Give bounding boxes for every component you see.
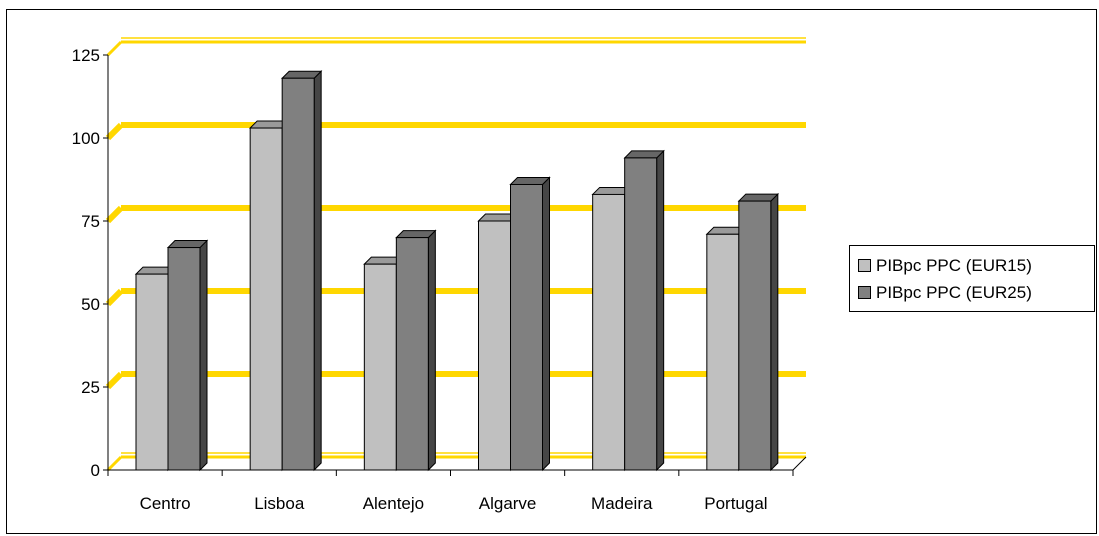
legend-label-eur15: PIBpc PPC (EUR15) [876,255,1032,275]
bar-top [166,240,209,249]
gridline-slant [106,455,123,472]
y-tick-label: 0 [91,461,100,480]
y-tick-label: 100 [72,129,100,148]
bar-top [623,150,665,159]
bar-front [624,157,658,471]
legend-item-eur25: PIBpc PPC (EUR25) [858,279,1088,306]
bar-front [395,237,429,471]
bar-portugal-eur25 [737,192,780,472]
bar-front [281,77,315,471]
bar-algarve-eur25 [509,176,551,472]
bar-front [706,233,740,471]
bar-top [395,230,437,239]
gridline-slant [105,288,124,307]
bar-side [199,239,208,472]
y-tick-label: 50 [81,295,100,314]
floor-edge [792,456,807,471]
bar-top [509,176,551,185]
bar-top [737,193,780,202]
bar-front [738,200,772,471]
x-tick-label: Portugal [704,494,767,513]
bar-side [313,70,322,472]
bar-front [592,193,626,471]
y-tick-label: 125 [72,46,100,65]
x-tick-label: Madeira [591,494,653,513]
bar-side [427,229,436,472]
legend-swatch-eur15 [858,259,871,272]
legend-item-eur15: PIBpc PPC (EUR15) [858,252,1088,279]
bar-front [249,127,283,471]
bar-top [280,70,323,79]
bar-front [363,263,397,471]
gridline-slant [105,205,124,224]
bar-front [510,183,543,471]
bar-madeira-eur25 [623,149,665,472]
bar-lisboa-eur25 [280,70,323,472]
gridline-slant [105,371,124,390]
y-tick-label: 75 [81,212,100,231]
x-tick-label: Lisboa [254,494,305,513]
bar-side [770,192,779,472]
x-tick-label: Alentejo [363,494,424,513]
bar-front [167,247,201,471]
bar-side [656,149,665,472]
gridline-slant [105,122,124,141]
y-tick-label: 25 [81,378,100,397]
bar-front [135,273,169,471]
x-tick-label: Algarve [479,494,537,513]
legend-swatch-eur25 [858,286,871,299]
legend: PIBpc PPC (EUR15) PIBpc PPC (EUR25) [849,245,1095,312]
chart-frame [6,9,1097,534]
bar-front [478,220,511,471]
bar-centro-eur25 [166,239,209,472]
x-tick-label: Centro [140,494,191,513]
bar-side [542,176,550,472]
bar-alentejo-eur25 [395,229,437,472]
gridline-slant [106,40,123,57]
legend-label-eur25: PIBpc PPC (EUR25) [876,282,1032,302]
